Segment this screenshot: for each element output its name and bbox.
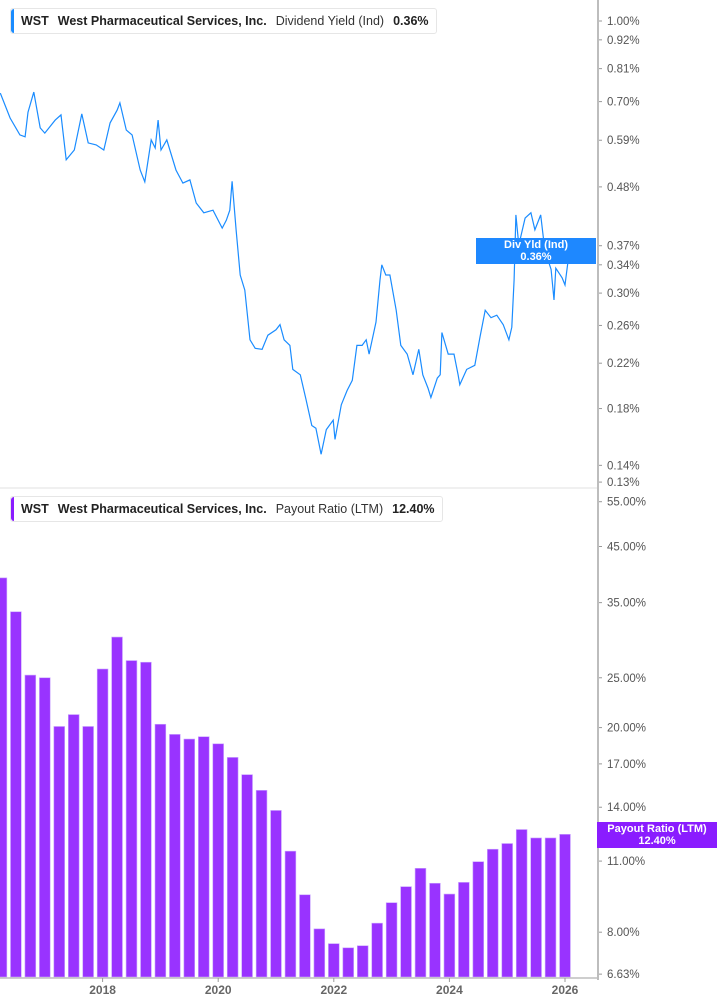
y-tick-label: 0.48% [607,182,640,194]
payout-bar [487,848,499,978]
dividend-yield-line [0,91,579,455]
tag-value: 0.36% [520,251,552,263]
legend-company: West Pharmaceutical Services, Inc. [57,502,267,516]
payout-bar [284,850,297,978]
y-tick-label: 6.63% [607,969,640,981]
y-tick-label: 1.00% [607,16,640,28]
y-tick-label: 11.00% [607,856,645,868]
payout-bar [313,928,326,978]
payout-bar [544,837,557,978]
payout-bar [501,843,513,978]
y-tick-label: 25.00% [607,673,646,685]
payout-bar [400,886,412,978]
payout-bar [385,902,398,978]
payout-last-value-tag: Payout Ratio (LTM) 12.40% [597,822,717,848]
y-tick-label: 0.81% [607,64,640,76]
payout-bar [68,714,80,978]
y-tick-label: 0.18% [607,404,640,416]
payout-bar [515,829,528,978]
yield-last-value-tag: Div Yld (Ind) 0.36% [476,238,596,264]
payout-bar [299,894,311,978]
y-tick-label: 0.37% [607,241,640,253]
y-tick-label: 20.00% [607,723,646,735]
y-tick-label: 55.00% [607,497,646,509]
legend-ticker: WST [21,502,49,516]
payout-y-axis: 55.00% 45.00% 35.00% 25.00% 20.00% 17.00% 14.0… [598,497,646,981]
payout-bar [82,726,94,978]
y-tick-label: 8.00% [607,927,640,939]
payout-bar [10,611,22,978]
y-tick-label: 17.00% [607,759,646,771]
legend-metric: Payout Ratio (LTM) [275,502,384,516]
x-tick-label: 2026 [552,983,579,997]
legend-metric: Dividend Yield (Ind) [275,14,385,28]
payout-bar [111,636,123,978]
payout-bar [472,861,484,978]
legend-value: 12.40% [392,502,435,516]
y-tick-label: 0.22% [607,358,640,370]
y-tick-label: 0.92% [607,35,640,47]
y-tick-label: 0.14% [607,460,640,472]
y-tick-label: 0.70% [607,97,640,109]
payout-bar [255,790,268,978]
bottom-legend: WST West Pharmaceutical Services, Inc. P… [10,496,443,522]
tag-label: Div Yld (Ind) [504,239,568,251]
legend-value: 0.36% [393,14,429,28]
legend-color-swatch [11,497,14,521]
payout-bar [140,661,152,978]
payout-bar [458,882,470,978]
payout-bar [53,726,65,978]
payout-bar [356,945,369,978]
payout-bar [125,660,138,978]
payout-bar [226,757,239,978]
payout-bar [342,947,354,978]
payout-bar [198,736,210,978]
payout-bar [183,738,195,978]
payout-bar [429,882,441,978]
y-tick-label: 35.00% [607,598,646,610]
payout-bar [414,868,427,978]
legend-company: West Pharmaceutical Services, Inc. [57,14,267,28]
x-tick-label: 2022 [320,983,347,997]
legend-ticker: WST [21,14,49,28]
payout-bar [212,743,224,978]
tag-value: 12.40% [638,835,676,847]
payout-bar [559,834,571,978]
top-legend: WST West Pharmaceutical Services, Inc. D… [10,8,437,34]
payout-bar [328,943,340,978]
payout-bars [0,577,571,978]
payout-bar [0,577,8,978]
x-tick-label: 2018 [89,983,116,997]
yield-y-axis: 1.00% 0.92% 0.81% 0.70% 0.59% 0.48% 0.37% 0.34%… [598,16,640,489]
x-tick-label: 2020 [205,983,232,997]
y-tick-label: 0.30% [607,288,640,300]
payout-bar [371,922,383,978]
y-tick-label: 0.26% [607,320,640,332]
payout-bar [270,810,282,978]
y-tick-label: 14.00% [607,802,646,814]
payout-bar [443,893,456,978]
y-tick-label: 0.13% [607,477,640,489]
legend-color-swatch [11,9,14,33]
payout-bar [241,774,253,978]
tag-label: Payout Ratio (LTM) [607,823,707,835]
payout-bar [24,674,37,978]
x-axis: 2018 2020 2022 2024 2026 [89,978,579,997]
payout-bar [39,677,51,978]
y-tick-label: 0.34% [607,260,640,272]
payout-bar [96,668,109,978]
payout-bar [530,837,542,978]
payout-bar [154,723,167,978]
y-tick-label: 45.00% [607,542,646,554]
y-tick-label: 0.59% [607,135,640,147]
x-tick-label: 2024 [436,983,463,997]
payout-bar [169,734,181,978]
